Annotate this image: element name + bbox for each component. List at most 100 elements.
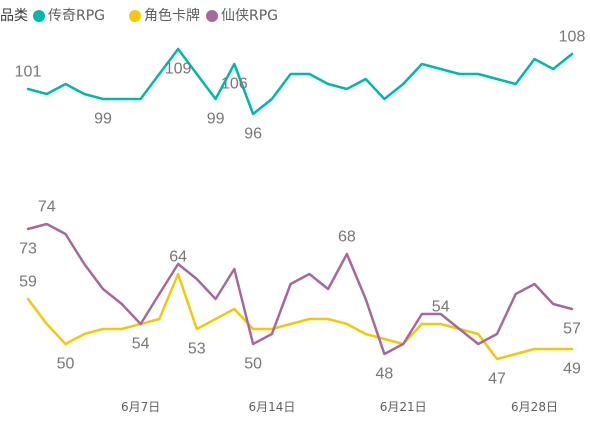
xianxia-rpg-point[interactable] [549,300,557,308]
chuanqi-rpg-point[interactable] [418,60,426,68]
chuanqi-rpg-point[interactable] [380,95,388,103]
series-jiaose-kapai [24,270,576,363]
jiaose-kapai-point[interactable] [43,320,51,328]
chuanqi-rpg-point[interactable] [212,95,220,103]
jiaose-kapai-point[interactable] [118,325,126,333]
chuanqi-rpg-point[interactable] [362,75,370,83]
chuanqi-rpg-data-label: 101 [15,64,42,81]
chuanqi-rpg-point[interactable] [137,95,145,103]
chuanqi-rpg-point[interactable] [174,45,182,53]
chuanqi-rpg-point[interactable] [193,70,201,78]
xianxia-rpg-point[interactable] [212,295,220,303]
jiaose-kapai-point[interactable] [155,315,163,323]
chuanqi-rpg-point[interactable] [99,95,107,103]
jiaose-kapai-point[interactable] [493,355,501,363]
xianxia-rpg-point[interactable] [493,330,501,338]
xianxia-rpg-point[interactable] [305,270,313,278]
jiaose-kapai-data-label: 64 [169,249,187,266]
xianxia-rpg-point[interactable] [268,330,276,338]
jiaose-kapai-point[interactable] [324,315,332,323]
xianxia-rpg-point[interactable] [343,250,351,258]
jiaose-kapai-point[interactable] [305,315,313,323]
xianxia-rpg-point[interactable] [531,280,539,288]
xianxia-rpg-point[interactable] [380,350,388,358]
jiaose-kapai-point[interactable] [418,320,426,328]
jiaose-kapai-point[interactable] [174,270,182,278]
jiaose-kapai-point[interactable] [380,335,388,343]
jiaose-kapai-point[interactable] [474,330,482,338]
jiaose-kapai-point[interactable] [99,325,107,333]
chuanqi-rpg-point[interactable] [512,80,520,88]
jiaose-kapai-point[interactable] [531,345,539,353]
xianxia-rpg-point[interactable] [137,320,145,328]
jiaose-kapai-point[interactable] [62,340,70,348]
xianxia-rpg-point[interactable] [418,310,426,318]
chuanqi-rpg-point[interactable] [568,50,576,58]
jiaose-kapai-point[interactable] [230,305,238,313]
jiaose-kapai-point[interactable] [362,330,370,338]
xianxia-rpg-point[interactable] [324,285,332,293]
chuanqi-rpg-point[interactable] [62,80,70,88]
xianxia-rpg-point[interactable] [399,340,407,348]
xianxia-rpg-data-label: 73 [19,241,37,258]
jiaose-kapai-point[interactable] [80,330,88,338]
xianxia-rpg-point[interactable] [99,285,107,293]
chuanqi-rpg-point[interactable] [343,85,351,93]
jiaose-kapai-point[interactable] [24,295,32,303]
jiaose-kapai-point[interactable] [568,345,576,353]
chuanqi-rpg-point[interactable] [324,80,332,88]
x-axis: 6月7日 6月14日 6月21日 6月28日 [121,400,558,414]
chuanqi-rpg-point[interactable] [531,55,539,63]
xianxia-rpg-point[interactable] [287,280,295,288]
chuanqi-rpg-line[interactable] [26,47,574,116]
chuanqi-rpg-point[interactable] [493,75,501,83]
xianxia-rpg-point[interactable] [455,325,463,333]
xianxia-rpg-point[interactable] [249,340,257,348]
chuanqi-rpg-point[interactable] [24,85,32,93]
legend-item-chuanqi-rpg[interactable]: 传奇RPG [33,6,105,26]
chuanqi-rpg-point[interactable] [230,60,238,68]
jiaose-kapai-point[interactable] [343,320,351,328]
chuanqi-rpg-point[interactable] [287,70,295,78]
chuanqi-rpg-point[interactable] [43,90,51,98]
xianxia-rpg-line[interactable] [26,222,574,356]
legend-item-xianxia-rpg[interactable]: 仙侠RPG [206,6,278,26]
jiaose-kapai-line[interactable] [26,272,574,361]
xianxia-rpg-point[interactable] [43,220,51,228]
chuanqi-rpg-point[interactable] [549,65,557,73]
xianxia-rpg-point[interactable] [118,300,126,308]
xianxia-rpg-data-label: 68 [338,229,356,246]
chuanqi-rpg-point[interactable] [268,95,276,103]
xianxia-rpg-point[interactable] [155,290,163,298]
chuanqi-rpg-point[interactable] [474,70,482,78]
xianxia-rpg-data-label: 50 [244,356,262,373]
chuanqi-rpg-point[interactable] [249,110,257,118]
jiaose-kapai-point[interactable] [287,320,295,328]
xianxia-rpg-point[interactable] [474,340,482,348]
chuanqi-rpg-point[interactable] [437,65,445,73]
jiaose-kapai-point[interactable] [512,350,520,358]
jiaose-kapai-point[interactable] [193,325,201,333]
chuanqi-rpg-point[interactable] [455,70,463,78]
xianxia-rpg-point[interactable] [230,265,238,273]
chuanqi-rpg-point[interactable] [305,70,313,78]
jiaose-kapai-point[interactable] [212,315,220,323]
legend-item-jiaose-kapai[interactable]: 角色卡牌 [129,6,200,26]
xianxia-rpg-point[interactable] [24,225,32,233]
chuanqi-rpg-point[interactable] [80,90,88,98]
chuanqi-rpg-point[interactable] [155,70,163,78]
xianxia-rpg-point[interactable] [568,305,576,313]
chuanqi-rpg-data-label: 96 [244,126,262,143]
xianxia-rpg-point[interactable] [193,275,201,283]
chuanqi-rpg-data-label: 99 [94,111,112,128]
jiaose-kapai-point[interactable] [549,345,557,353]
xianxia-rpg-point[interactable] [62,230,70,238]
xianxia-rpg-point[interactable] [80,260,88,268]
chuanqi-rpg-point[interactable] [118,95,126,103]
jiaose-kapai-point[interactable] [437,320,445,328]
xianxia-rpg-point[interactable] [362,295,370,303]
legend-label: 仙侠RPG [221,8,279,24]
xianxia-rpg-point[interactable] [512,290,520,298]
chuanqi-rpg-point[interactable] [399,80,407,88]
